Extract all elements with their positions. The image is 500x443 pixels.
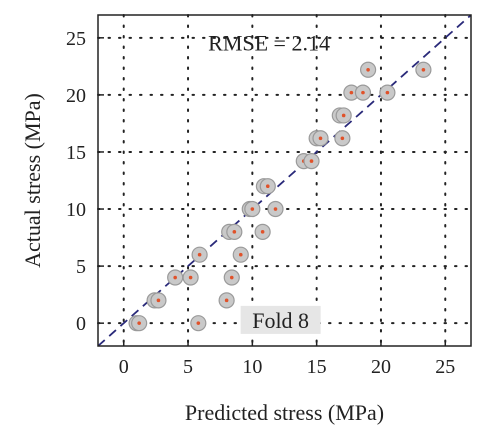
data-point-center	[188, 275, 193, 280]
fold-annotation: Fold 8	[252, 308, 309, 333]
data-point	[232, 246, 249, 263]
data-point-center	[224, 298, 229, 303]
y-tick-label: 5	[76, 256, 86, 278]
x-ticks: 0 5 10 15 20 25	[119, 340, 455, 378]
data-point	[223, 269, 240, 286]
data-point-center	[232, 230, 237, 234]
y-tick-label: 20	[66, 85, 86, 107]
data-point-center	[238, 252, 243, 257]
data-point	[360, 61, 377, 78]
data-point	[312, 130, 329, 147]
x-axis-title: Predicted stress (MPa)	[185, 400, 384, 425]
data-point	[303, 152, 320, 170]
data-point-center	[137, 321, 141, 325]
data-point-center	[260, 230, 265, 234]
data-point-center	[196, 321, 201, 325]
data-point-center	[421, 67, 426, 72]
x-tick-label: 15	[307, 356, 327, 378]
x-tick-label: 25	[435, 356, 455, 378]
data-point	[191, 246, 208, 263]
data-point	[150, 292, 167, 309]
data-point	[131, 315, 148, 332]
y-tick-label: 0	[76, 313, 86, 335]
data-point-center	[385, 90, 390, 95]
x-tick-label: 0	[119, 356, 129, 378]
y-tick-label: 15	[66, 142, 86, 164]
data-point-center	[250, 207, 255, 211]
data-point	[415, 61, 432, 78]
data-point-center	[349, 90, 354, 95]
y-ticks: 0 5 10 15 20 25	[66, 28, 104, 335]
y-tick-label: 25	[66, 28, 86, 50]
data-point-center	[361, 90, 365, 95]
y-axis-title: Actual stress (MPa)	[20, 93, 45, 268]
data-point-center	[340, 136, 345, 141]
data-point	[379, 84, 396, 101]
rmse-annotation: RMSE = 2.14	[208, 30, 330, 55]
x-tick-label: 5	[183, 356, 193, 378]
data-point-center	[229, 275, 234, 280]
reference-line	[97, 14, 472, 347]
data-point-center	[173, 275, 177, 280]
data-point-center	[366, 67, 370, 72]
data-point-center	[156, 298, 161, 303]
fold-label-background	[240, 305, 321, 334]
data-point	[254, 223, 271, 240]
plot-frame	[97, 14, 472, 347]
grid-lines	[97, 14, 472, 347]
data-point	[267, 200, 284, 218]
data-point-center	[265, 184, 270, 189]
x-tick-label: 10	[242, 356, 262, 378]
data-point-center	[273, 207, 278, 211]
data-point-center	[197, 252, 202, 257]
y-tick-label: 10	[66, 199, 86, 221]
data-point	[226, 223, 243, 240]
reference-line-group	[97, 14, 472, 347]
data-point	[182, 269, 199, 286]
x-tick-label: 20	[371, 356, 391, 378]
data-point	[218, 292, 235, 309]
data-points	[128, 61, 432, 332]
data-point-center	[341, 113, 346, 118]
data-point	[354, 84, 372, 101]
data-point	[190, 315, 207, 332]
data-point-center	[309, 159, 314, 163]
data-point	[334, 130, 351, 147]
data-point	[167, 269, 184, 286]
data-point	[335, 107, 352, 124]
data-point	[244, 200, 261, 218]
data-point	[259, 178, 276, 195]
data-point-center	[318, 136, 323, 141]
